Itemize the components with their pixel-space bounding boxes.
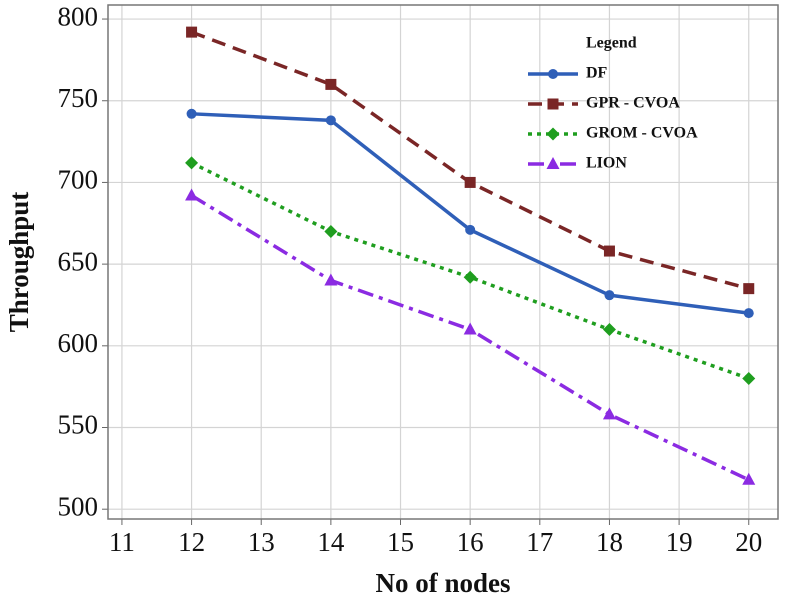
x-tick-label: 19 [666, 527, 693, 557]
marker [185, 188, 199, 201]
legend-label: LION [586, 155, 627, 172]
marker [548, 69, 558, 79]
marker [546, 127, 560, 141]
marker [463, 270, 477, 284]
marker [604, 290, 615, 301]
marker [743, 308, 754, 319]
marker [602, 322, 616, 336]
x-tick-label: 11 [109, 527, 135, 557]
marker [742, 472, 756, 485]
y-tick-label: 550 [58, 410, 99, 440]
marker [742, 371, 756, 385]
y-tick-label: 700 [58, 165, 99, 195]
x-tick-label: 15 [387, 527, 414, 557]
y-tick-label: 800 [58, 1, 99, 31]
marker [602, 407, 616, 420]
marker [185, 156, 199, 170]
x-tick-label: 13 [248, 527, 275, 557]
marker [325, 78, 337, 90]
x-axis-label: No of nodes [375, 568, 510, 598]
plot-frame [107, 4, 779, 520]
legend-label: DF [586, 65, 608, 82]
marker [743, 283, 755, 295]
x-tick-label: 17 [526, 527, 553, 557]
marker [186, 108, 197, 119]
marker [324, 224, 338, 238]
y-tick-label: 500 [58, 491, 99, 521]
x-tick-label: 12 [178, 527, 205, 557]
marker [325, 115, 336, 126]
marker [546, 157, 560, 169]
marker [324, 273, 338, 286]
marker [464, 176, 476, 188]
x-tick-label: 20 [735, 527, 762, 557]
marker [186, 26, 198, 38]
marker [465, 224, 476, 235]
x-tick-label: 14 [317, 527, 345, 557]
marker [463, 322, 477, 335]
marker [603, 245, 615, 257]
x-tick-label: 18 [596, 527, 623, 557]
y-tick-label: 600 [58, 328, 99, 358]
y-axis-label: Throughput [4, 192, 34, 333]
legend-label: GROM - CVOA [586, 125, 698, 142]
marker [547, 98, 559, 110]
x-tick-label: 16 [457, 527, 484, 557]
y-tick-label: 650 [58, 246, 99, 276]
legend-label: GPR - CVOA [586, 95, 680, 112]
y-tick-label: 750 [58, 83, 99, 113]
legend-title: Legend [586, 35, 637, 52]
